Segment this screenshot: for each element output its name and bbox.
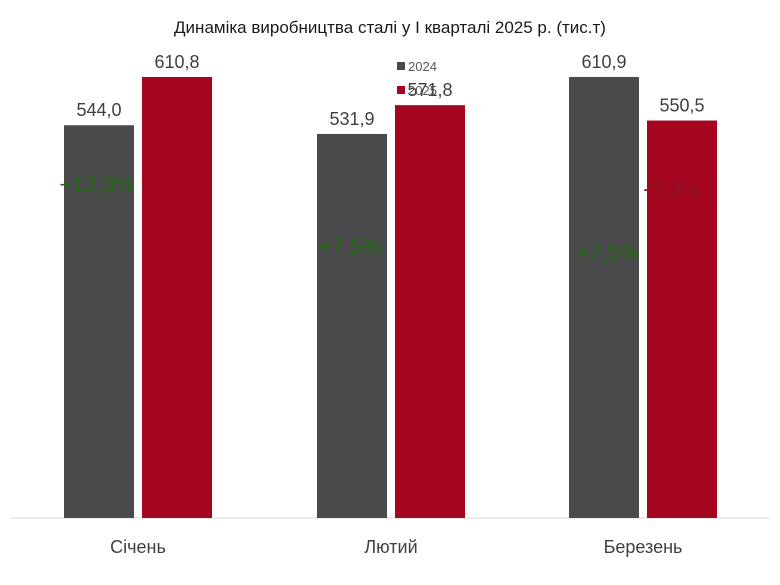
bar-2024-лютий <box>317 133 387 518</box>
bar-2024-січень <box>64 125 134 519</box>
bar-2025-лютий <box>395 105 465 519</box>
chart-title: Динаміка виробництва сталі у І кварталі … <box>174 18 606 37</box>
bar-2025-березень <box>647 120 717 518</box>
legend-label-2024: 2024 <box>408 59 437 74</box>
bar-2025-січень <box>142 77 212 518</box>
category-label-лютий: Лютий <box>364 537 417 557</box>
category-label-березень: Березень <box>604 537 683 557</box>
data-label-2024-березень: 610,9 <box>581 52 626 72</box>
legend-swatch-2024 <box>397 62 405 70</box>
data-label-2024-січень: 544,0 <box>76 100 121 120</box>
category-label-січень: Січень <box>110 537 166 557</box>
legend-swatch-2025 <box>397 86 405 94</box>
data-label-2024-лютий: 531,9 <box>329 109 374 129</box>
legend-label-2025: 2025 <box>408 83 437 98</box>
data-label-2025-січень: 610,8 <box>154 52 199 72</box>
change-annotation-лютий-pos: +7,5% <box>319 234 382 259</box>
change-annotation-березень-pos: +7,5% <box>577 240 640 265</box>
data-label-2025-лютий: 571,8 <box>407 80 452 100</box>
change-annotation-січень-pos: +12,3% <box>59 172 134 197</box>
change-annotation-березень-neg: -9,9% <box>643 176 700 201</box>
bar-2024-березень <box>569 76 639 519</box>
data-label-2025-березень: 550,5 <box>659 96 704 116</box>
